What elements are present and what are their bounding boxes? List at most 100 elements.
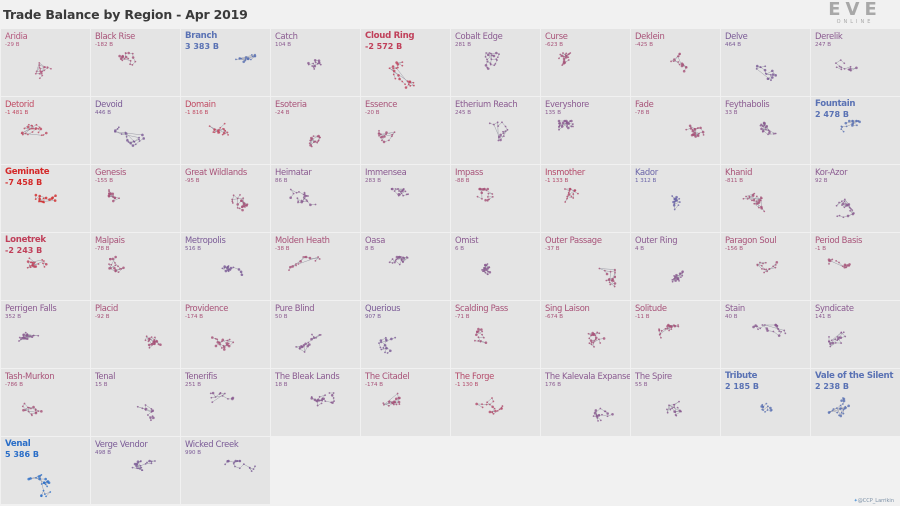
region-network-map (670, 52, 688, 73)
region-network-map (34, 193, 57, 204)
region-cell: Detorid -1 481 B (1, 97, 90, 164)
region-network-map (488, 121, 509, 142)
region-cell: Khanid -811 B (721, 165, 810, 232)
region-network-map (671, 270, 684, 283)
region-cell: Pure Blind 50 B (271, 301, 360, 368)
region-network-map (671, 195, 681, 211)
region-trade-balance: 50 B (275, 314, 288, 320)
region-trade-balance: -1 130 B (455, 382, 479, 388)
region-cell: Heimatar 86 B (271, 165, 360, 232)
region-cell: Outer Ring 4 B (631, 233, 720, 300)
region-name: Cloud Ring (365, 31, 415, 41)
region-network-map (835, 198, 855, 219)
region-trade-balance: -155 B (95, 178, 114, 184)
region-network-map (484, 51, 500, 70)
eve-online-logo: EVE ONLINE (820, 1, 890, 26)
region-network-map (388, 255, 409, 266)
region-network-map (131, 459, 156, 472)
region-trade-balance: 55 B (635, 382, 648, 388)
region-trade-balance: 247 B (815, 42, 832, 48)
region-cell: Devoid 446 B (91, 97, 180, 164)
region-name: Omist (455, 235, 479, 245)
region-name: Impass (455, 167, 484, 177)
region-network-map (136, 404, 155, 422)
region-network-map (666, 400, 682, 417)
region-cell: The Citadel -174 B (361, 369, 450, 436)
region-trade-balance: 33 B (725, 110, 738, 116)
region-cell: Esoteria -24 B (271, 97, 360, 164)
region-name: Curse (545, 31, 568, 41)
region-trade-balance: 141 B (815, 314, 832, 320)
region-name: Domain (185, 99, 216, 109)
region-name: The Kalevala Expanse (545, 371, 630, 381)
region-trade-balance: 352 B (5, 314, 22, 320)
region-cell: Placid -92 B (91, 301, 180, 368)
region-name: Paragon Soul (725, 235, 777, 245)
region-cell: Lonetrek -2 243 B (1, 233, 90, 300)
region-cell: Querious 907 B (361, 301, 450, 368)
region-cell: Great Wildlands -95 B (181, 165, 270, 232)
region-name: Branch (185, 31, 218, 41)
region-trade-balance: -786 B (5, 382, 24, 388)
region-network-map (144, 335, 162, 349)
region-cell: Perrigen Falls 352 B (1, 301, 90, 368)
region-network-map (307, 59, 322, 70)
region-cell: Branch 3 383 B (181, 29, 270, 96)
region-name: Outer Passage (545, 235, 602, 245)
region-network-map (288, 255, 321, 272)
region-network-map (834, 59, 858, 72)
region-trade-balance: 15 B (95, 382, 108, 388)
region-cell: Delve 464 B (721, 29, 810, 96)
region-network-map (377, 129, 396, 144)
region-name: Perrigen Falls (5, 303, 57, 313)
region-name: Genesis (95, 167, 127, 177)
region-cell: Outer Passage -37 B (541, 233, 630, 300)
region-trade-balance: 135 B (545, 110, 562, 116)
region-cell: Wicked Creek 990 B (181, 437, 270, 504)
region-cell: Domain -1 816 B (181, 97, 270, 164)
twitter-bird-icon: ✦ (853, 498, 858, 504)
region-cell: Etherium Reach 245 B (451, 97, 540, 164)
region-network-map (224, 459, 256, 473)
region-name: Tenal (95, 371, 116, 381)
region-trade-balance: 498 B (95, 450, 112, 456)
region-name: Outer Ring (635, 235, 678, 245)
region-name: Kador (635, 167, 658, 177)
region-name: The Bleak Lands (275, 371, 340, 381)
region-cell: Essence -20 B (361, 97, 450, 164)
region-cell: The Kalevala Expanse 176 B (541, 369, 630, 436)
region-trade-balance: 990 B (185, 450, 202, 456)
region-trade-balance: -95 B (185, 178, 200, 184)
region-name: Placid (95, 303, 118, 313)
region-cell: Stain 40 B (721, 301, 810, 368)
region-network-map (474, 327, 488, 345)
region-trade-balance: -7 458 B (5, 178, 43, 187)
region-trade-balance: -1 816 B (185, 110, 209, 116)
region-cell: Aridia -29 B (1, 29, 90, 96)
region-network-map (34, 61, 52, 80)
region-network-map (209, 391, 235, 404)
region-name: Insmother (545, 167, 585, 177)
page-title: Trade Balance by Region - Apr 2019 (3, 7, 248, 22)
region-name: Khanid (725, 167, 753, 177)
region-network-map (685, 124, 705, 138)
region-trade-balance: -623 B (545, 42, 564, 48)
region-name: Providence (185, 303, 229, 313)
region-network-map (231, 193, 249, 212)
region-cell: Tash-Murkon -786 B (1, 369, 90, 436)
credit-handle: @CCP_Larrikin (857, 498, 894, 504)
region-name: Wicked Creek (185, 439, 239, 449)
region-name: Immensea (365, 167, 407, 177)
region-network-map (742, 192, 766, 213)
region-cell: Vale of the Silent 2 238 B (811, 369, 900, 436)
region-network-map (564, 187, 579, 203)
region-trade-balance: -92 B (95, 314, 110, 320)
region-cell: The Spire 55 B (631, 369, 720, 436)
region-network-map (592, 407, 614, 422)
region-name: Fade (635, 99, 654, 109)
region-trade-balance: 516 B (185, 246, 202, 252)
region-cell: Fountain 2 478 B (811, 97, 900, 164)
region-cell: Geminate -7 458 B (1, 165, 90, 232)
region-trade-balance: 1 312 B (635, 178, 657, 184)
region-trade-balance: -1 B (815, 246, 827, 252)
